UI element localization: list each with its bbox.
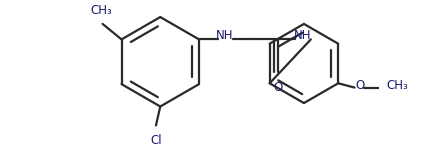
Text: O: O [355,79,364,92]
Text: NH: NH [293,29,311,42]
Text: Cl: Cl [150,134,162,147]
Text: NH: NH [216,29,233,42]
Text: CH₃: CH₃ [90,4,112,17]
Text: CH₃: CH₃ [387,79,408,92]
Text: O: O [273,81,283,94]
